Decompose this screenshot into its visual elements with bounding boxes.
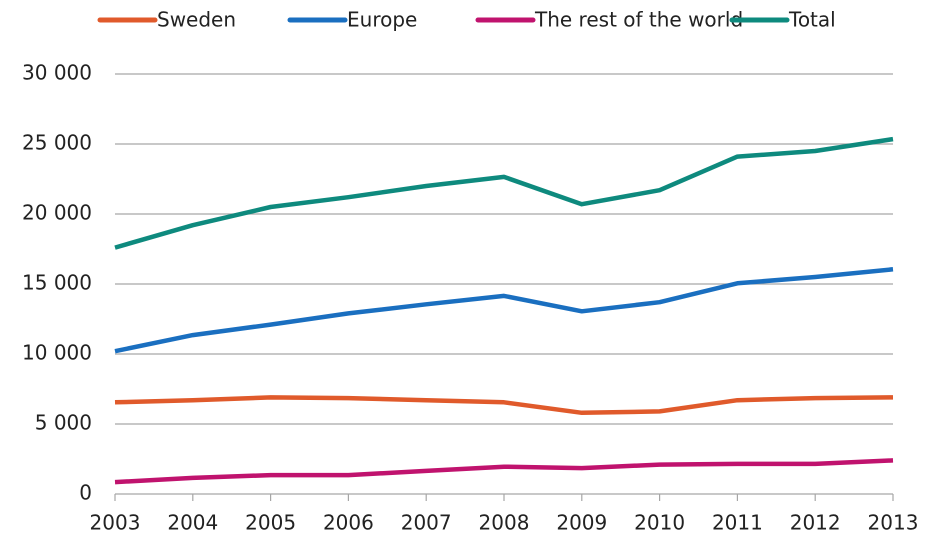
x-tick-label: 2011	[712, 511, 763, 535]
legend-label: Sweden	[157, 8, 236, 32]
y-tick-label: 20 000	[22, 201, 92, 225]
x-tick-label: 2006	[323, 511, 374, 535]
x-tick-label: 2013	[868, 511, 919, 535]
y-tick-label: 15 000	[22, 271, 92, 295]
y-tick-label: 25 000	[22, 131, 92, 155]
x-tick-label: 2007	[401, 511, 452, 535]
series-line	[114, 267, 894, 354]
series-line	[114, 395, 894, 416]
x-tick-label: 2005	[245, 511, 296, 535]
x-tick-label: 2010	[634, 511, 685, 535]
series-line	[114, 136, 894, 250]
series-line	[114, 458, 894, 485]
x-tick-label: 2004	[167, 511, 218, 535]
x-tick-label: 2012	[790, 511, 841, 535]
x-tick-label: 2008	[479, 511, 530, 535]
legend-label: Total	[788, 8, 836, 32]
y-tick-label: 5 000	[35, 411, 92, 435]
x-tick-label: 2003	[90, 511, 141, 535]
y-tick-label: 30 000	[22, 61, 92, 85]
legend-label: The rest of the world	[534, 8, 743, 32]
x-tick-label: 2009	[556, 511, 607, 535]
y-tick-label: 0	[79, 481, 92, 505]
legend-label: Europe	[347, 8, 417, 32]
y-tick-label: 10 000	[22, 341, 92, 365]
